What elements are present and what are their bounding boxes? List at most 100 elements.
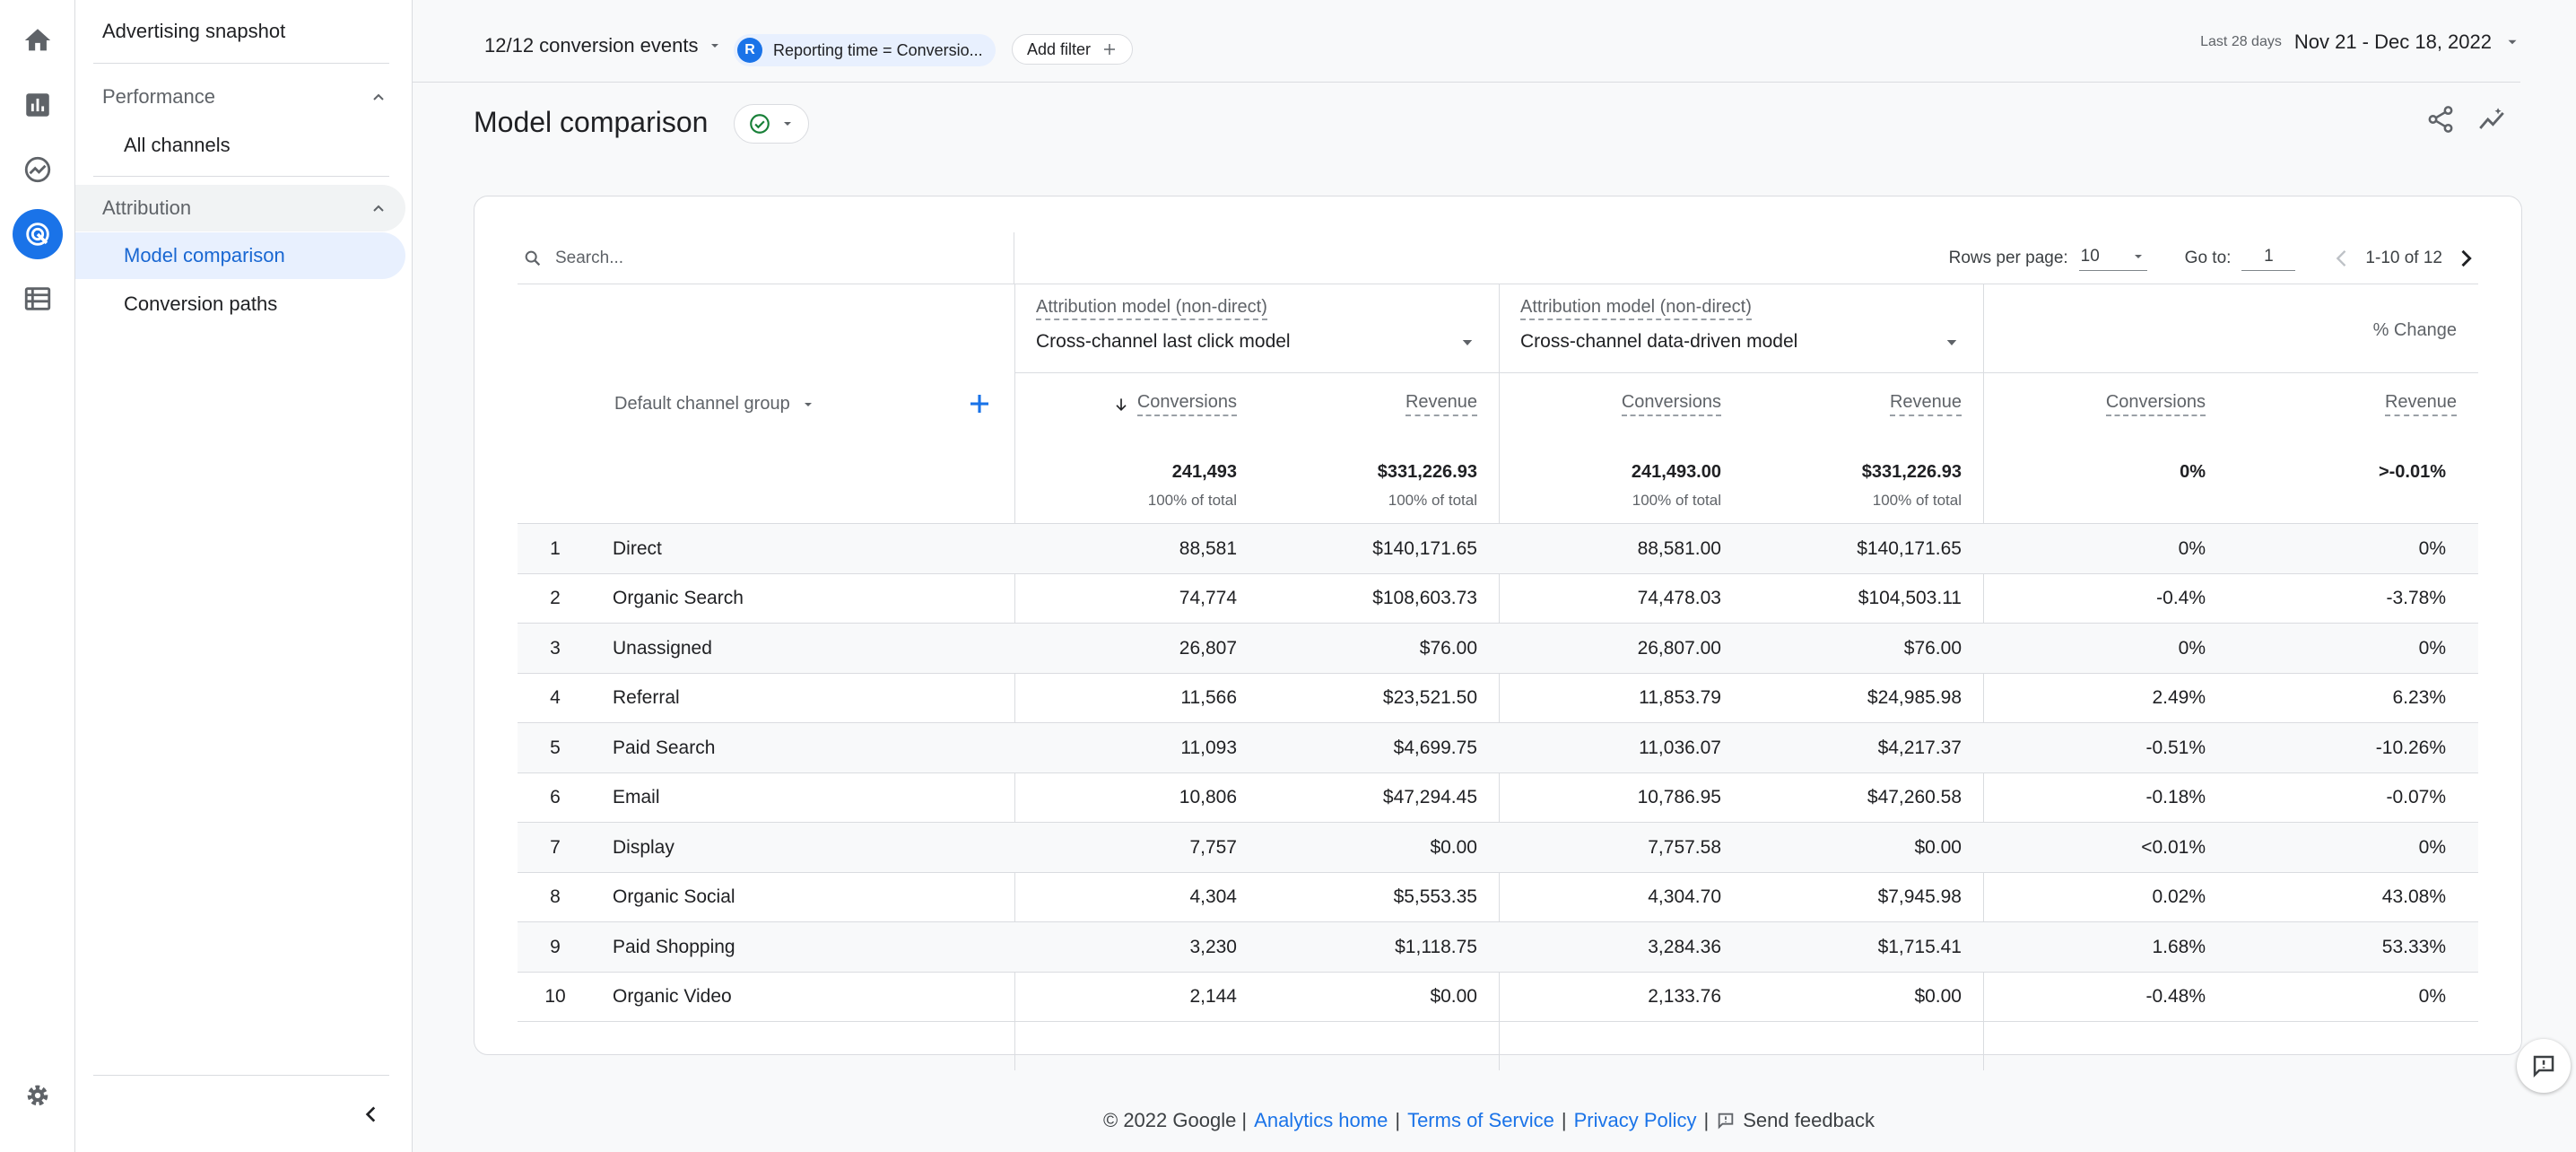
total-a-revenue: $331,226.93 100% of total — [1378, 462, 1477, 510]
cell-b-rev: $7,945.98 — [1877, 886, 1962, 907]
top-bar: 12/12 conversion events R Reporting time… — [413, 0, 2520, 83]
nav-item-model-comparison[interactable]: Model comparison — [75, 232, 405, 279]
cell-b-rev: $4,217.37 — [1877, 737, 1962, 758]
row-channel: Direct — [613, 537, 662, 559]
cell-a-rev: $5,553.35 — [1393, 886, 1477, 907]
table-row[interactable]: 1 Direct 88,581 $140,171.65 88,581.00 $140,17… — [518, 524, 2478, 574]
nav-divider — [93, 176, 389, 177]
terms-link[interactable]: Terms of Service — [1407, 1109, 1554, 1131]
table-row[interactable]: 5 Paid Search 11,093 $4,699.75 11,036.07 $4,2… — [518, 723, 2478, 773]
table-row[interactable]: 6 Email 10,806 $47,294.45 10,786.95 $47,260.5… — [518, 773, 2478, 823]
arrow-down-icon — [1116, 397, 1127, 411]
chevron-right-icon[interactable] — [2453, 246, 2478, 271]
row-index: 1 — [550, 537, 561, 559]
cell-a-conv: 74,774 — [1179, 588, 1237, 608]
nav-section-label: Performance — [102, 85, 215, 108]
total-b-conversions: 241,493.00 100% of total — [1632, 462, 1721, 510]
caret-down-icon — [710, 44, 718, 48]
row-index: 7 — [550, 836, 561, 858]
table-row[interactable]: 2 Organic Search 74,774 $108,603.73 74,478.0… — [518, 574, 2478, 624]
model-a-select[interactable]: Cross-channel last click model — [1036, 331, 1479, 353]
footer-separator: | — [1703, 1109, 1710, 1131]
cell-c-conv: -0.48% — [2145, 986, 2206, 1007]
metric-label: Conversions — [1621, 392, 1721, 416]
nav-item-all-channels[interactable]: All channels — [124, 134, 231, 156]
metric-header-b-revenue[interactable]: Revenue — [1889, 392, 1962, 416]
row-index: 2 — [550, 588, 561, 608]
row-channel: Email — [613, 787, 660, 807]
search-input[interactable]: Search... — [555, 249, 624, 267]
pagination: Rows per page: 10 Go to: 1 1-10 of 12 — [1949, 232, 2478, 284]
cell-a-rev: $1,118.75 — [1395, 936, 1477, 957]
add-filter-button[interactable]: Add filter — [1012, 34, 1134, 65]
send-feedback-link[interactable]: Send feedback — [1743, 1109, 1875, 1131]
rows-per-page-select[interactable]: 10 — [2078, 247, 2147, 271]
caret-down-icon — [1462, 340, 1473, 345]
feedback-button[interactable] — [2517, 1039, 2571, 1093]
settings-icon[interactable] — [13, 1070, 63, 1121]
insights-icon[interactable] — [2476, 104, 2508, 139]
table-row[interactable]: 7 Display 7,757 $0.00 7,757.58 $0.00 <0.01% 0% — [518, 823, 2478, 873]
cell-a-conv: 11,566 — [1180, 687, 1237, 708]
table-row[interactable]: 9 Paid Shopping 3,230 $1,118.75 3,284.36 $1,7… — [518, 922, 2478, 973]
metric-header-a-conversions[interactable]: Conversions — [1112, 392, 1237, 416]
pct-change-header: % Change — [2372, 320, 2457, 340]
metric-header-c-conversions[interactable]: Conversions — [2105, 392, 2206, 416]
table-row[interactable]: 3 Unassigned 26,807 $76.00 26,807.00 $76.00 0%… — [518, 624, 2478, 674]
row-index: 5 — [550, 737, 561, 758]
chip-avatar: R — [737, 38, 762, 63]
metric-header-a-revenue[interactable]: Revenue — [1405, 392, 1477, 416]
row-channel: Unassigned — [613, 637, 712, 659]
advertising-icon[interactable] — [13, 209, 63, 259]
analytics-home-link[interactable]: Analytics home — [1254, 1109, 1388, 1131]
total-value: $331,226.93 — [1861, 462, 1962, 482]
conversion-events-dropdown[interactable]: 12/12 conversion events — [484, 34, 722, 57]
configure-icon[interactable] — [13, 274, 63, 324]
chevron-left-icon[interactable] — [2329, 246, 2354, 271]
cell-b-conv: 7,757.58 — [1648, 836, 1721, 858]
cell-c-rev: 0% — [2418, 537, 2446, 559]
model-a-value: Cross-channel last click model — [1036, 331, 1291, 352]
date-range-picker[interactable]: Last 28 days Nov 21 - Dec 18, 2022 — [2200, 31, 2520, 54]
cell-c-conv: 0.02% — [2152, 886, 2206, 907]
table-row[interactable]: 8 Organic Social 4,304 $5,553.35 4,304.70 $7,… — [518, 873, 2478, 922]
conversion-events-label: 12/12 conversion events — [484, 34, 699, 57]
feedback-icon — [1719, 1113, 1734, 1130]
footer-separator: | — [1561, 1109, 1567, 1131]
metric-header-b-conversions[interactable]: Conversions — [1621, 392, 1721, 416]
explore-icon[interactable] — [13, 144, 63, 195]
row-index: 8 — [550, 886, 561, 907]
nav-section-attribution[interactable]: Attribution — [75, 185, 405, 231]
header-divider — [1014, 372, 2478, 373]
cell-c-rev: 53.33% — [2381, 936, 2446, 957]
share-icon[interactable] — [2425, 104, 2456, 139]
nav-section-performance[interactable]: Performance — [75, 74, 405, 120]
model-b-value: Cross-channel data-driven model — [1520, 331, 1798, 352]
collapse-nav-button[interactable] — [353, 1096, 389, 1132]
table-search[interactable]: Search... — [518, 232, 1014, 284]
cell-b-conv: 26,807.00 — [1637, 637, 1721, 659]
reporting-time-chip[interactable]: R Reporting time = Conversio... — [734, 34, 996, 66]
nav-advertising-snapshot[interactable]: Advertising snapshot — [102, 20, 286, 42]
model-a-header: Attribution model (non-direct) Cross-cha… — [1036, 297, 1484, 352]
data-quality-dropdown[interactable] — [734, 104, 809, 144]
cell-a-rev: $47,294.45 — [1382, 787, 1477, 807]
add-dimension-icon[interactable] — [966, 390, 993, 417]
privacy-link[interactable]: Privacy Policy — [1573, 1109, 1697, 1131]
model-comparison-card: Search... Rows per page: 10 Go to: 1 1-1… — [474, 196, 2522, 1070]
metric-label: Revenue — [1405, 392, 1477, 416]
cell-c-conv: 0% — [2178, 637, 2206, 659]
cell-b-conv: 74,478.03 — [1637, 588, 1721, 608]
table-row[interactable]: 4 Referral 11,566 $23,521.50 11,853.79 $24,98… — [518, 674, 2478, 723]
metric-header-c-revenue[interactable]: Revenue — [2384, 392, 2457, 416]
dimension-selector[interactable]: Default channel group — [614, 394, 815, 415]
model-b-select[interactable]: Cross-channel data-driven model — [1520, 331, 1963, 353]
reports-icon[interactable] — [13, 80, 63, 130]
table-row[interactable]: 10 Organic Video 2,144 $0.00 2,133.76 $0.00 -0… — [518, 973, 2478, 1022]
model-b-header: Attribution model (non-direct) Cross-cha… — [1520, 297, 1969, 352]
nav-item-conversion-paths[interactable]: Conversion paths — [124, 292, 278, 315]
goto-page-input[interactable]: 1 — [2241, 247, 2296, 271]
row-index: 9 — [550, 936, 561, 957]
home-icon[interactable] — [13, 15, 63, 65]
total-share: 100% of total — [1147, 492, 1237, 509]
